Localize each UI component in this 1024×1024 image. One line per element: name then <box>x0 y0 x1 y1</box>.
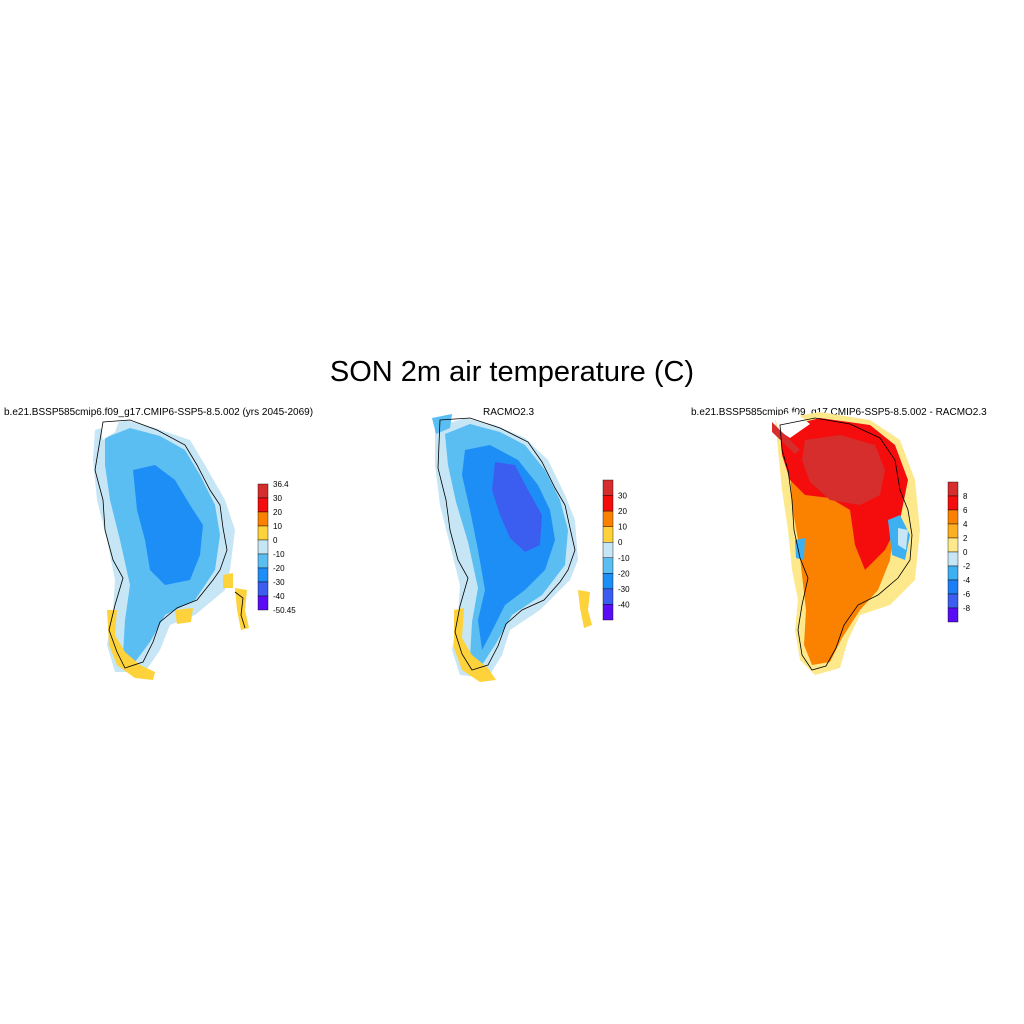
panel-1-map <box>93 418 249 680</box>
blue-region <box>462 445 555 650</box>
panel-3-colorbar: 8 6 4 2 0 -2 -4 -6 -8 <box>947 481 971 623</box>
panel-2-colorbar: 30 20 10 0 -10 -20 -30 -40 <box>602 479 630 621</box>
colorbar-2-swatch <box>602 573 614 590</box>
panel-2-title: RACMO2.3 <box>483 407 535 418</box>
north-gap <box>432 414 452 434</box>
colorbar-3-label: -6 <box>963 590 971 599</box>
colorbar-3-label: 8 <box>963 492 968 501</box>
dark-red-core <box>802 435 885 505</box>
colorbar-2-label: -20 <box>618 569 630 578</box>
east-island <box>578 590 592 628</box>
colorbar-1-swatch <box>257 483 269 499</box>
colorbar-3-swatch <box>947 495 959 511</box>
panel-1-colorbar: 36.4 30 20 10 0 -10 -20 -30 -40 -50.45 <box>257 480 296 615</box>
colorbar-2-label: 0 <box>618 538 623 547</box>
colorbar-1-label: 30 <box>273 494 282 503</box>
colorbar-3-swatch <box>947 607 959 623</box>
colorbar-1-swatch <box>257 553 269 569</box>
colorbar-2-swatch <box>602 510 614 527</box>
colorbar-2-label: 10 <box>618 523 627 532</box>
south-rim <box>107 610 155 680</box>
north-gap <box>100 418 120 440</box>
colorbar-1-label: 20 <box>273 508 282 517</box>
colorbar-1-label: -30 <box>273 578 285 587</box>
colorbar-1-label: -20 <box>273 564 285 573</box>
colorbar-1-swatch <box>257 567 269 583</box>
panel-1-east-coast <box>234 591 246 629</box>
blue-core-region <box>133 465 203 585</box>
colorbar-1-swatch <box>257 511 269 527</box>
colorbar-3-label: -2 <box>963 562 971 571</box>
colorbar-2-label: 30 <box>618 492 627 501</box>
colorbar-2-swatch <box>602 495 614 512</box>
panel-2-map <box>432 414 592 682</box>
panel-3-map <box>772 412 920 675</box>
colorbar-2-label: -30 <box>618 585 630 594</box>
colorbar-1-label: -10 <box>273 550 285 559</box>
north-stripes <box>772 422 800 454</box>
panel-1-map-cells <box>93 418 249 680</box>
colorbar-1-swatch <box>257 595 269 611</box>
panel-3-title: b.e21.BSSP585cmip6.f09_g17.CMIP6-SSP5-8.… <box>691 407 987 418</box>
colorbar-2-swatch <box>602 604 614 621</box>
colorbar-3-swatch <box>947 537 959 553</box>
colorbar-2-swatch <box>602 542 614 558</box>
colorbar-3-label: 2 <box>963 534 968 543</box>
colorbar-2-label: -10 <box>618 554 630 563</box>
colorbar-3-swatch <box>947 551 959 567</box>
page-title: SON 2m air temperature (C) <box>329 356 695 388</box>
colorbar-3-swatch <box>947 509 959 525</box>
colorbar-3-swatch <box>947 523 959 539</box>
colorbar-2-swatch <box>602 479 614 496</box>
colorbar-2-label: -40 <box>618 600 630 609</box>
colorbar-2-swatch <box>602 588 614 605</box>
colorbar-1-label: 10 <box>273 522 282 531</box>
colorbar-3-label: -4 <box>963 576 971 585</box>
colorbar-1-swatch <box>257 581 269 597</box>
panel-1-title: b.e21.BSSP585cmip6.f09_g17.CMIP6-SSP5-8.… <box>4 407 314 418</box>
colorbar-1-swatch <box>257 539 269 555</box>
south-rim-2 <box>175 608 193 624</box>
colorbar-3-swatch <box>947 579 959 595</box>
colorbar-3-swatch <box>947 481 959 497</box>
colorbar-2-swatch <box>602 557 614 574</box>
colorbar-2-swatch <box>602 526 614 543</box>
panel-1-coastline <box>94 419 228 669</box>
colorbar-3-label: 4 <box>963 520 968 529</box>
colorbar-3-swatch <box>947 565 959 581</box>
colorbar-1-label: -40 <box>273 592 285 601</box>
colorbar-2-label: 20 <box>618 507 627 516</box>
colorbar-3-swatch <box>947 593 959 609</box>
colorbar-1-label: 0 <box>273 536 278 545</box>
colorbar-1-label: -50.45 <box>273 606 296 615</box>
west-blue-patch <box>795 538 805 560</box>
dark-blue-core <box>492 462 542 552</box>
panel-2-coastline <box>437 417 576 671</box>
colorbar-3-label: 0 <box>963 548 968 557</box>
panel-3-coastline <box>779 417 913 671</box>
north-gap <box>775 412 810 438</box>
colorbar-3-label: 6 <box>963 506 968 515</box>
east-edge <box>223 573 233 588</box>
colorbar-1-swatch <box>257 497 269 513</box>
south-rim <box>454 608 496 682</box>
colorbar-3-label: -8 <box>963 604 971 613</box>
east-light-patch <box>898 528 908 550</box>
colorbar-1-swatch <box>257 525 269 541</box>
colorbar-1-label: 36.4 <box>273 480 289 489</box>
